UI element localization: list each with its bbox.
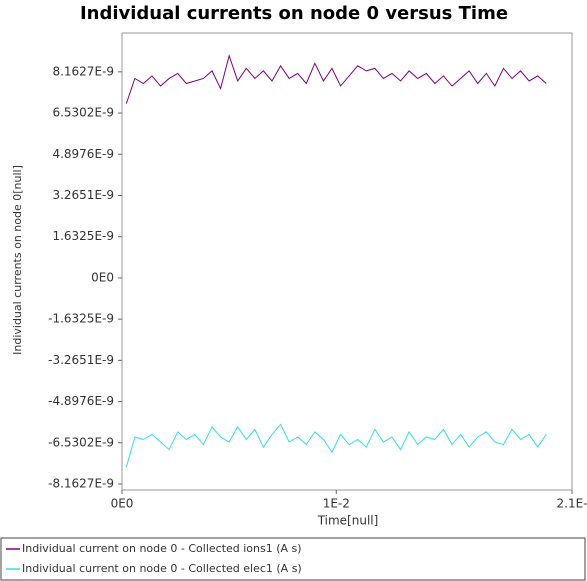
legend-box [0,537,586,581]
legend-label: Individual current on node 0 - Collected… [22,562,302,575]
y-tick-label: 0E0 [91,270,114,284]
y-tick-label: 1.6325E-9 [52,229,114,243]
x-tick-label: 1E-2 [323,497,350,511]
y-tick-label: -3.2651E-9 [48,353,114,367]
y-tick-label: -6.5302E-9 [48,435,114,449]
y-tick-label: 8.1627E-9 [52,64,114,78]
y-tick-label: -8.1627E-9 [48,477,114,491]
y-axis-label: Individual currents on node 0[null] [11,165,24,355]
y-tick-label: 3.2651E-9 [52,188,114,202]
chart-title: Individual currents on node 0 versus Tim… [80,3,508,24]
y-tick-label: -1.6325E-9 [48,312,114,326]
data-line [125,53,547,104]
plot-frame [121,32,573,491]
y-tick-label: 6.5302E-9 [52,106,114,120]
data-line [125,423,547,468]
x-tick-label: 2.1E- [557,497,587,511]
y-tick-label: 4.8976E-9 [52,147,114,161]
legend-label: Individual current on node 0 - Collected… [22,542,302,555]
x-axis-label: Time[null] [317,514,379,528]
x-tick-label: 0E0 [111,497,134,511]
y-tick-label: -4.8976E-9 [48,394,114,408]
